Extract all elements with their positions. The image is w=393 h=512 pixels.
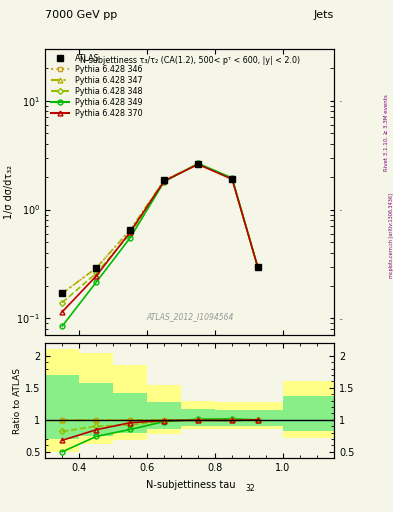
Bar <box>215 410 249 426</box>
Text: N-subjettiness τ₃/τ₂ (CA(1.2), 500< pᵀ < 600, |y| < 2.0): N-subjettiness τ₃/τ₂ (CA(1.2), 500< pᵀ <… <box>79 56 300 65</box>
Bar <box>283 395 334 431</box>
Bar <box>147 385 181 434</box>
Bar <box>283 381 334 438</box>
Bar <box>79 353 113 444</box>
Bar <box>249 402 283 430</box>
Bar <box>147 402 181 429</box>
Bar <box>249 410 283 426</box>
Bar <box>79 383 113 436</box>
Text: Jets: Jets <box>314 10 334 20</box>
Y-axis label: 1/σ dσ/dτ₃₂: 1/σ dσ/dτ₃₂ <box>4 165 14 219</box>
Text: 7000 GeV pp: 7000 GeV pp <box>45 10 118 20</box>
Bar <box>181 409 215 426</box>
Text: N-subjettiness tau: N-subjettiness tau <box>146 480 235 490</box>
Text: ATLAS_2012_I1094564: ATLAS_2012_I1094564 <box>146 312 233 321</box>
Bar <box>45 375 79 439</box>
Legend: ATLAS, Pythia 6.428 346, Pythia 6.428 347, Pythia 6.428 348, Pythia 6.428 349, P: ATLAS, Pythia 6.428 346, Pythia 6.428 34… <box>48 51 146 121</box>
Text: 32: 32 <box>246 484 255 493</box>
Text: Rivet 3.1.10, ≥ 3.3M events: Rivet 3.1.10, ≥ 3.3M events <box>384 95 388 172</box>
Bar <box>181 400 215 430</box>
Text: mcplots.cern.ch [arXiv:1306.3436]: mcplots.cern.ch [arXiv:1306.3436] <box>389 193 393 278</box>
Bar <box>45 349 79 452</box>
Y-axis label: Ratio to ATLAS: Ratio to ATLAS <box>13 368 22 434</box>
Bar <box>113 393 147 433</box>
Bar <box>113 366 147 440</box>
Bar <box>215 402 249 430</box>
